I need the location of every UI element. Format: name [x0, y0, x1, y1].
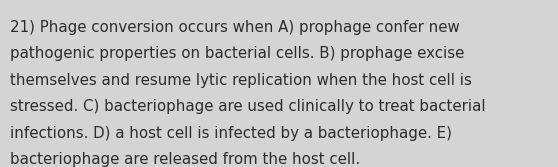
Text: themselves and resume lytic replication when the host cell is: themselves and resume lytic replication … [10, 73, 472, 88]
Text: pathogenic properties on bacterial cells. B) prophage excise: pathogenic properties on bacterial cells… [10, 46, 464, 61]
Text: stressed. C) bacteriophage are used clinically to treat bacterial: stressed. C) bacteriophage are used clin… [10, 99, 485, 114]
Text: bacteriophage are released from the host cell.: bacteriophage are released from the host… [10, 152, 360, 167]
Text: 21) Phage conversion occurs when A) prophage confer new: 21) Phage conversion occurs when A) prop… [10, 20, 460, 35]
Text: infections. D) a host cell is infected by a bacteriophage. E): infections. D) a host cell is infected b… [10, 126, 452, 141]
